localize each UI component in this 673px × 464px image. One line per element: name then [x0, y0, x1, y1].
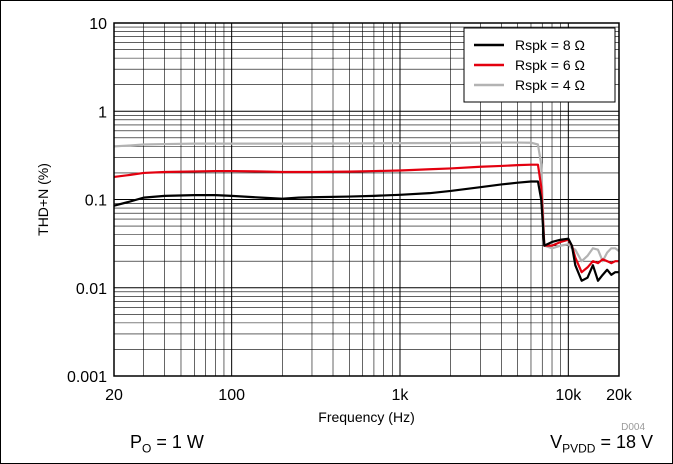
x-tick-label: 10k — [555, 387, 582, 404]
supply-voltage-caption: VPVDD = 18 V — [550, 432, 653, 456]
series-lines — [113, 141, 620, 282]
y-tick-label: 0.01 — [76, 281, 107, 298]
y-tick-label: 0.001 — [67, 369, 107, 386]
caption-value: = 18 V — [595, 432, 653, 452]
legend-label: Rspk = 8 Ω — [515, 37, 585, 53]
series-line — [113, 180, 619, 282]
y-tick-label: 0.1 — [85, 193, 107, 210]
plot-border — [113, 22, 620, 377]
x-tick-label: 20k — [606, 387, 633, 404]
caption-subscript: O — [142, 441, 152, 456]
legend-label: Rspk = 6 Ω — [515, 57, 585, 73]
tick-labels: 20 100 1k 10k 20k 10 1 0.1 0.01 0.001 — [67, 16, 633, 404]
caption-symbol: P — [130, 432, 143, 452]
y-axis-label: THD+N (%) — [35, 163, 51, 236]
caption-value: = 1 W — [151, 432, 204, 452]
series-line — [113, 163, 619, 274]
legend: Rspk = 8 Ω Rspk = 6 Ω Rspk = 4 Ω — [463, 27, 616, 103]
x-axis-label: Frequency (Hz) — [318, 409, 414, 425]
power-output-caption: PO = 1 W — [130, 432, 204, 456]
y-tick-label: 10 — [89, 16, 107, 33]
x-tick-label: 1k — [392, 387, 410, 404]
y-tick-label: 1 — [98, 104, 107, 121]
caption-subscript: PVDD — [562, 441, 596, 456]
x-tick-label: 20 — [105, 387, 123, 404]
figure-id-watermark: D004 — [621, 422, 645, 433]
x-tick-label: 100 — [218, 387, 245, 404]
legend-label: Rspk = 4 Ω — [515, 77, 585, 93]
caption-symbol: V — [550, 432, 563, 452]
